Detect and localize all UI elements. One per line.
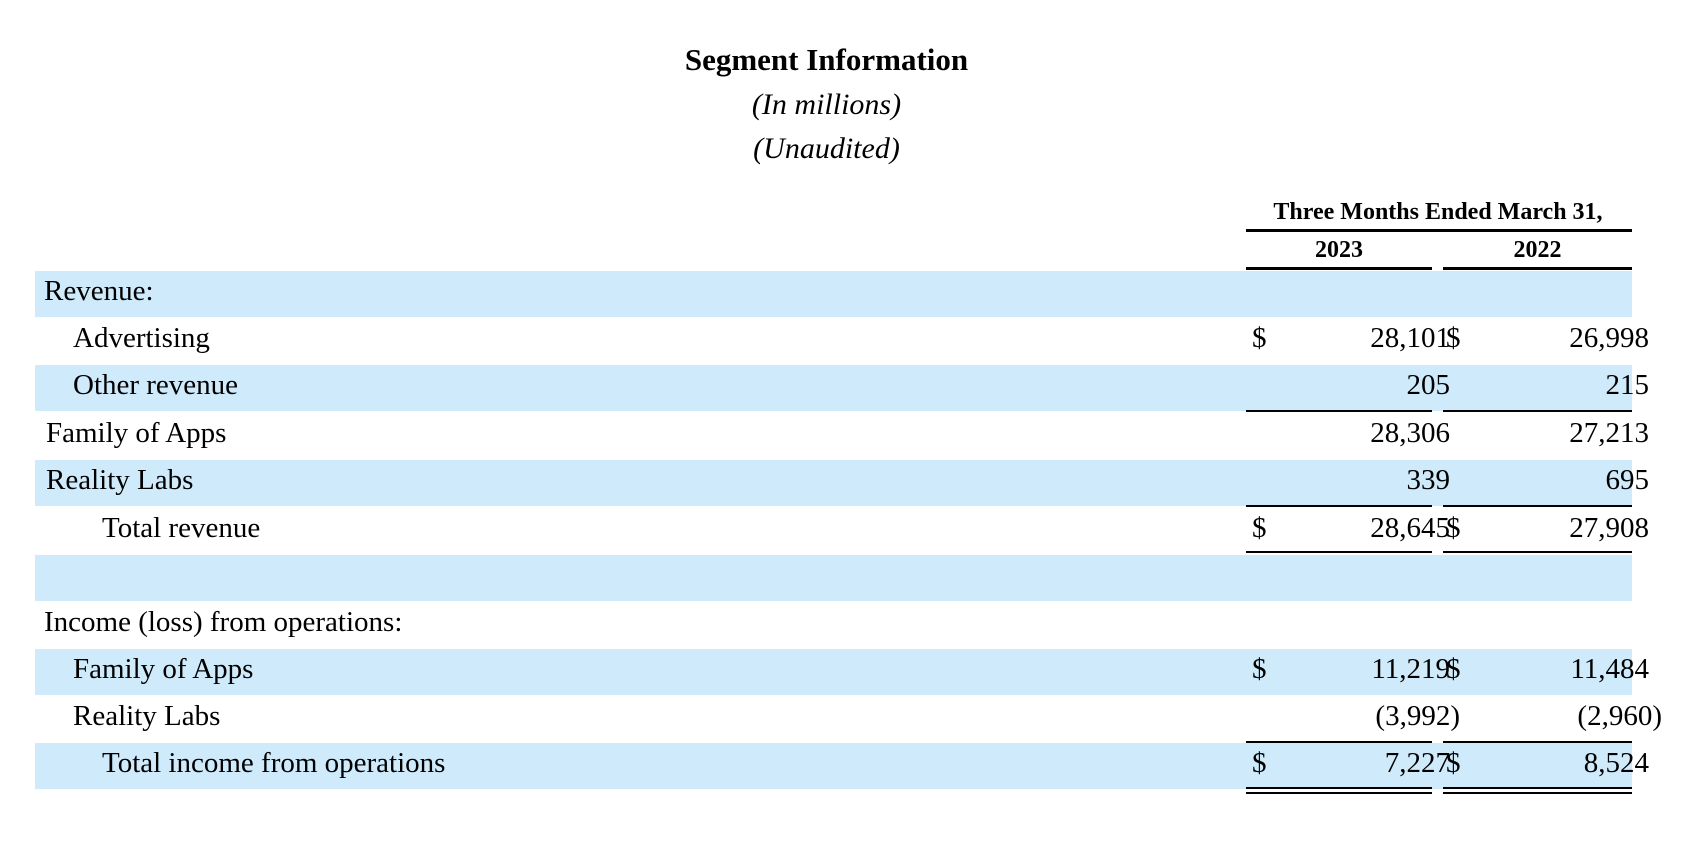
subtotal-rule-2022 [1443,741,1632,743]
value-2023: 28,645 [1370,512,1450,544]
table-row: Total income from operations $ 7,227 $ 8… [35,743,1649,789]
value-2023: 28,101 [1370,322,1450,354]
value-2022: (2,960) [1577,700,1662,732]
value-2023: (3,992) [1375,700,1460,732]
value-2023: 7,227 [1384,747,1450,779]
value-2022: 27,908 [1569,512,1649,544]
value-2022: 26,998 [1569,322,1649,354]
value-2023: 339 [1406,464,1451,496]
value-2022: 11,484 [1570,653,1649,685]
table-row: Other revenue 205 215 [35,365,1649,411]
subtotal-rule-2022 [1443,410,1632,412]
currency-symbol: $ [1252,653,1267,685]
currency-symbol: $ [1446,747,1461,779]
subtotal-rule-2023 [1246,741,1432,743]
value-2022: 695 [1605,464,1650,496]
row-label: Other revenue [73,369,239,401]
currency-symbol: $ [1446,322,1461,354]
table-row: Reality Labs (3,992) (2,960) [35,696,1662,742]
currency-symbol: $ [1252,512,1267,544]
table-row: Family of Apps $ 11,219 $ 11,484 [35,649,1649,695]
subtotal-rule-2022 [1443,505,1632,507]
table-row [35,555,1632,601]
table-row: Income (loss) from operations: [35,602,1632,648]
subtotal-rule-2023 [1246,505,1432,507]
table-subtitle-units: (In millions) [751,88,902,121]
row-label: Reality Labs [73,700,221,732]
column-header-rule-2023 [1246,267,1432,270]
total-double-rule-2022 [1443,787,1632,794]
row-label: Income (loss) from operations: [44,606,403,638]
row-label: Reality Labs [46,464,194,496]
row-label: Revenue: [44,275,154,307]
value-2022: 27,213 [1569,417,1649,449]
column-header-2022: 2022 [1513,237,1562,263]
table-row: Total revenue $ 28,645 $ 27,908 [35,508,1649,554]
value-2023: 205 [1406,369,1451,401]
value-2023: 28,306 [1370,417,1450,449]
period-header: Three Months Ended March 31, [1273,199,1603,225]
table-row: Family of Apps 28,306 27,213 [35,413,1649,459]
value-2022: 8,524 [1583,747,1649,779]
subtotal-rule-2023 [1246,410,1432,412]
row-label: Family of Apps [46,417,227,449]
value-2022: 215 [1605,369,1650,401]
currency-symbol: $ [1446,653,1461,685]
currency-symbol: $ [1446,512,1461,544]
table-row: Revenue: [35,271,1632,317]
total-double-rule-2023 [1246,787,1432,794]
currency-symbol: $ [1252,747,1267,779]
table-title: Segment Information [684,42,969,77]
column-header-rule-2022 [1443,267,1632,270]
table-row: Advertising $ 28,101 $ 26,998 [35,318,1649,364]
table-row: Reality Labs 339 695 [35,460,1649,506]
row-label: Advertising [73,322,210,354]
value-2023: 11,219 [1371,653,1450,685]
row-label: Family of Apps [73,653,254,685]
currency-symbol: $ [1252,322,1267,354]
column-header-2023: 2023 [1315,237,1363,263]
row-label: Total income from operations [102,747,446,779]
table-subtitle-audit: (Unaudited) [753,132,900,165]
row-label: Total revenue [102,512,261,544]
period-header-rule [1246,229,1632,232]
